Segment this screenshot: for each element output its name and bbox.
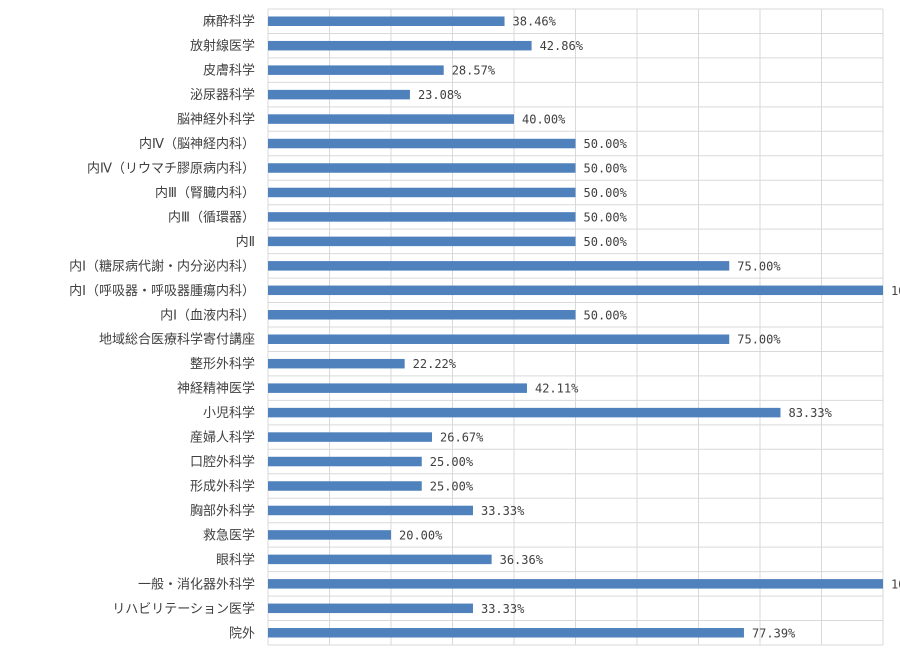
category-label: 神経精神医学	[177, 381, 255, 397]
value-label: 75.00%	[737, 259, 781, 273]
value-label: 50.00%	[584, 162, 628, 176]
value-label: 26.67%	[440, 431, 484, 445]
value-label: 23.08%	[418, 88, 462, 102]
value-label: 28.57%	[452, 64, 496, 78]
bar	[268, 554, 492, 565]
category-label: 形成外科学	[190, 479, 255, 495]
value-label: 50.00%	[584, 210, 628, 224]
category-label: 整形外科学	[190, 356, 255, 372]
bar	[268, 603, 473, 614]
category-label: 胸部外科学	[190, 503, 255, 519]
value-label: 20.00%	[399, 528, 443, 542]
value-label: 36.36%	[500, 553, 544, 567]
category-label: 麻酔科学	[203, 14, 255, 30]
bar	[268, 187, 576, 198]
category-label: 一般・消化器外科学	[138, 576, 255, 592]
bar	[268, 628, 744, 638]
bar	[268, 114, 514, 124]
category-label: 皮膚科学	[203, 63, 255, 79]
bar	[268, 261, 730, 271]
value-label: 50.00%	[584, 308, 628, 322]
value-label: 33.33%	[481, 504, 525, 518]
value-label: 83.33%	[788, 406, 832, 420]
category-label: 内Ⅰ（血液内科）	[160, 307, 255, 323]
category-label: 内Ⅳ（脳神経内科）	[139, 136, 255, 152]
value-label: 40.00%	[522, 113, 566, 127]
value-label: 77.39%	[752, 626, 796, 640]
category-label: 内Ⅰ（呼吸器・呼吸器腫瘍内科）	[69, 283, 255, 299]
value-label: 33.33%	[481, 602, 525, 616]
bar	[268, 505, 473, 516]
value-label: 50.00%	[584, 186, 628, 200]
category-label: 眼科学	[216, 552, 255, 568]
bar	[268, 65, 444, 75]
value-label: 100.00%	[891, 284, 900, 298]
bar	[268, 481, 422, 491]
value-label: 42.11%	[535, 382, 579, 396]
bar	[268, 16, 505, 26]
category-label: 内Ⅲ（腎臓内科）	[155, 185, 255, 201]
value-label: 22.22%	[413, 357, 457, 371]
category-label: 内Ⅳ（リウマチ膠原病内科）	[87, 161, 255, 177]
value-labels: 38.46% 42.86% 28.57% 23.08% 40.00% 50.00% 50.0…	[399, 15, 900, 641]
value-label: 75.00%	[737, 333, 781, 347]
bar	[268, 579, 883, 589]
bar	[268, 530, 391, 540]
bar	[268, 432, 433, 442]
category-label: 小児科学	[203, 405, 255, 421]
value-label: 50.00%	[584, 137, 628, 151]
value-label: 100.00%	[891, 577, 900, 591]
bar	[268, 163, 576, 173]
bar	[268, 456, 422, 467]
value-label: 25.00%	[430, 455, 474, 469]
category-label: 地域総合医療科学寄付講座	[99, 332, 255, 348]
gridlines	[267, 8, 884, 646]
category-label: 産婦人科学	[190, 430, 255, 446]
bar	[268, 383, 527, 393]
category-label: 内Ⅰ（糖尿病代謝・内分泌内科）	[69, 258, 255, 274]
bar	[268, 89, 410, 100]
category-label: 内Ⅲ（循環器）	[168, 209, 255, 225]
bar	[268, 40, 532, 51]
bar	[268, 285, 883, 296]
bar	[268, 212, 576, 222]
value-label: 50.00%	[584, 235, 628, 249]
category-label: 救急医学	[203, 527, 255, 543]
value-label: 42.86%	[540, 39, 584, 53]
category-label: 脳神経外科学	[177, 112, 255, 128]
category-label: 口腔外科学	[190, 454, 255, 470]
value-label: 25.00%	[430, 480, 474, 494]
bar	[268, 334, 730, 344]
bars	[268, 16, 883, 638]
bar	[268, 138, 576, 149]
bar	[268, 358, 405, 369]
value-label: 38.46%	[513, 15, 557, 29]
category-label: 内Ⅱ	[236, 234, 255, 250]
category-label: 院外	[229, 626, 255, 641]
category-label: 放射線医学	[190, 38, 255, 54]
bar	[268, 310, 576, 320]
category-label: リハビリテーション医学	[112, 601, 255, 617]
bar	[268, 236, 576, 247]
category-label: 泌尿器科学	[190, 87, 255, 103]
bar	[268, 407, 781, 418]
